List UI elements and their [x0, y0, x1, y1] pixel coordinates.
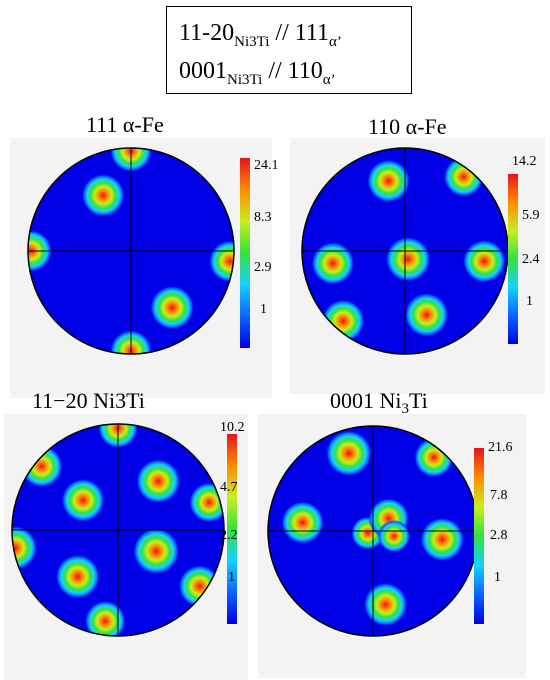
- colorbar-tick-min: 1: [494, 570, 501, 585]
- intensity-peak-1: [325, 430, 372, 477]
- intensity-peak-3: [311, 241, 355, 285]
- colorbar-tick-max: 24.1: [254, 158, 279, 173]
- intensity-peak-10: [84, 600, 126, 636]
- orientation-relationship-line-1: 11-20Ni3Ti // 111α’: [179, 20, 342, 50]
- intensity-peak-3: [281, 501, 325, 545]
- colorbar-tick-2: 4.7: [220, 480, 238, 495]
- intensity-peak-1: [366, 159, 411, 203]
- colorbar: [227, 434, 237, 624]
- intensity-peak-6: [321, 299, 365, 343]
- intensity-peak-6: [377, 519, 411, 553]
- pole-figure-disc: [301, 147, 509, 355]
- orientation-relationship-box: 11-20Ni3Ti // 111α’ 0001Ni3Ti // 110α’: [166, 6, 412, 94]
- line1-parallel-plane: // 111: [275, 20, 329, 46]
- pole-figure-title: 110 α-Fe: [368, 114, 447, 139]
- pole-figure-disc: [11, 423, 225, 637]
- pole-figure-title: 11−20 Ni3Ti: [32, 388, 145, 413]
- orientation-relationship-line-2: 0001Ni3Ti // 110α’: [179, 58, 336, 88]
- intensity-peak-8: [55, 554, 100, 599]
- colorbar-gradient: [508, 174, 518, 344]
- pole-figure-title: 0001 Ni3Ti: [330, 388, 428, 417]
- pole-figure-title: 111 α-Fe: [86, 112, 164, 137]
- colorbar-tick-3: 2.2: [220, 528, 238, 543]
- intensity-peak-1: [81, 173, 125, 218]
- colorbar-tick-min: 1: [260, 302, 267, 317]
- line2-plane: 0001: [179, 58, 227, 84]
- intensity-peak-5: [462, 239, 506, 283]
- intensity-peak-9: [178, 564, 221, 608]
- colorbar-tick-2: 7.8: [490, 488, 508, 503]
- line1-parallel-phase: α’: [328, 34, 342, 50]
- colorbar-tick-3: 2.4: [522, 252, 540, 267]
- intensity-peak-8: [363, 582, 408, 627]
- colorbar-tick-3: 2.9: [254, 260, 272, 275]
- colorbar: [508, 174, 518, 344]
- intensity-peak-7: [404, 292, 449, 338]
- line2-plane-phase: Ni3Ti: [227, 72, 263, 88]
- colorbar: [240, 158, 250, 348]
- intensity-peak-7: [132, 527, 180, 575]
- line1-plane-phase: Ni3Ti: [234, 34, 270, 50]
- intensity-peak-7: [420, 517, 465, 562]
- pole-figure-outline: [27, 147, 235, 355]
- colorbar-tick-2: 8.3: [254, 210, 272, 225]
- colorbar-gradient: [474, 448, 484, 624]
- intensity-peak-2: [443, 156, 484, 197]
- colorbar-tick-max: 14.2: [512, 154, 537, 169]
- colorbar-tick-max: 21.6: [488, 440, 513, 455]
- intensity-peak-6: [150, 285, 195, 330]
- colorbar-gradient: [227, 434, 237, 624]
- pole-figure-disc: [27, 147, 235, 355]
- colorbar: [474, 448, 484, 624]
- colorbar-tick-2: 5.9: [522, 208, 540, 223]
- colorbar-tick-min: 1: [228, 570, 235, 585]
- colorbar-gradient: [240, 158, 250, 348]
- intensity-peak-4: [61, 478, 105, 523]
- pole-figure-outline: [11, 423, 225, 637]
- intensity-peak-3: [136, 458, 181, 504]
- line1-plane: 11-20: [179, 20, 235, 46]
- pole-figure-disc: [267, 425, 479, 637]
- line2-parallel-plane: // 110: [268, 58, 323, 84]
- colorbar-tick-3: 2.8: [490, 528, 508, 543]
- intensity-peak-2: [20, 445, 63, 488]
- line2-parallel-phase: α’: [322, 72, 336, 88]
- colorbar-tick-min: 1: [526, 294, 533, 309]
- colorbar-tick-max: 10.2: [220, 420, 245, 435]
- intensity-peak-4: [385, 236, 431, 282]
- intensity-peak-6: [12, 525, 38, 571]
